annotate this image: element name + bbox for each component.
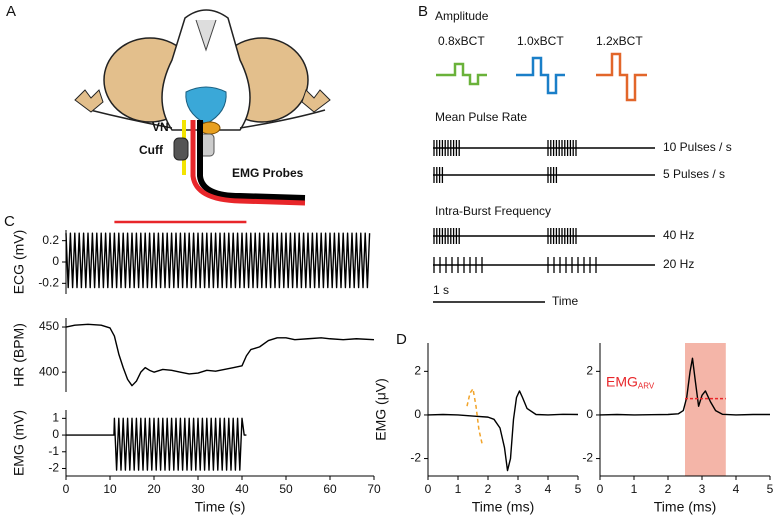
y-tick-label: 2 bbox=[586, 364, 593, 378]
heading: Mean Pulse Rate bbox=[435, 110, 527, 124]
x-tick-label: 5 bbox=[767, 482, 774, 496]
pulse-icon bbox=[596, 52, 647, 102]
y-tick-label: -1 bbox=[48, 444, 59, 458]
y-tick-label: -0.2 bbox=[38, 276, 59, 290]
y-tick-label: 0.2 bbox=[42, 233, 59, 247]
rate-label: 5 Pulses / s bbox=[663, 167, 725, 181]
freq-label: 20 Hz bbox=[663, 257, 694, 271]
x-tick-label: 2 bbox=[485, 482, 492, 496]
x-tick-label: 3 bbox=[515, 482, 522, 496]
x-axis-label: Time (ms) bbox=[472, 499, 534, 515]
data-line bbox=[599, 357, 770, 416]
x-tick-label: 0 bbox=[425, 482, 432, 496]
heading: Amplitude bbox=[435, 9, 489, 23]
y-tick-label: 2 bbox=[414, 364, 421, 378]
pulse-icon bbox=[516, 56, 565, 95]
x-tick-label: 5 bbox=[575, 482, 582, 496]
y-tick-label: 1 bbox=[52, 411, 59, 425]
x-tick-label: 40 bbox=[235, 482, 249, 496]
x-tick-label: 1 bbox=[455, 482, 462, 496]
panel-label: B bbox=[418, 3, 428, 20]
y-axis-label: HR (BPM) bbox=[11, 323, 27, 387]
y-axis-label: EMG (μV) bbox=[373, 378, 389, 441]
x-tick-label: 20 bbox=[147, 482, 161, 496]
x-axis-label: Time (s) bbox=[195, 499, 246, 515]
y-tick-label: -2 bbox=[582, 451, 593, 465]
label-probes: EMG Probes bbox=[232, 166, 304, 180]
panel-label: C bbox=[4, 213, 15, 230]
y-tick-label: 0 bbox=[586, 407, 593, 421]
scale-label: 1 s bbox=[433, 283, 449, 297]
y-tick-label: 0 bbox=[414, 407, 421, 421]
label-vn: VN bbox=[152, 120, 169, 134]
arv-label: EMGARV bbox=[606, 373, 655, 390]
data-line bbox=[65, 323, 375, 387]
time-label: Time bbox=[552, 294, 579, 308]
x-tick-label: 0 bbox=[63, 482, 70, 496]
x-tick-label: 0 bbox=[597, 482, 604, 496]
data-line bbox=[65, 232, 371, 289]
x-tick-label: 50 bbox=[279, 482, 293, 496]
amp-label: 0.8xBCT bbox=[438, 34, 485, 48]
x-tick-label: 1 bbox=[631, 482, 638, 496]
amp-label: 1.0xBCT bbox=[517, 34, 564, 48]
label-cuff: Cuff bbox=[139, 143, 164, 157]
x-tick-label: 70 bbox=[367, 482, 381, 496]
pulse-icon bbox=[436, 62, 487, 86]
x-tick-label: 3 bbox=[699, 482, 706, 496]
data-line bbox=[66, 417, 247, 471]
y-tick-label: -2 bbox=[410, 451, 421, 465]
x-tick-label: 30 bbox=[191, 482, 205, 496]
x-tick-label: 4 bbox=[733, 482, 740, 496]
pulse-trains bbox=[433, 140, 655, 273]
arv-label-sub: ARV bbox=[638, 382, 655, 391]
panel-label: D bbox=[396, 331, 407, 348]
x-tick-label: 4 bbox=[545, 482, 552, 496]
arv-label-main: EMG bbox=[606, 373, 638, 389]
y-tick-label: 450 bbox=[39, 319, 59, 333]
heading: Intra-Burst Frequency bbox=[435, 204, 551, 218]
y-axis-label: EMG (mV) bbox=[11, 410, 27, 476]
data-line bbox=[427, 390, 579, 472]
x-tick-label: 2 bbox=[665, 482, 672, 496]
amp-label: 1.2xBCT bbox=[596, 34, 643, 48]
y-tick-label: 400 bbox=[39, 364, 59, 378]
rate-label: 10 Pulses / s bbox=[663, 140, 732, 154]
panel-label: A bbox=[6, 3, 16, 20]
y-tick-label: 0 bbox=[52, 427, 59, 441]
x-tick-label: 10 bbox=[103, 482, 117, 496]
y-axis-label: ECG (mV) bbox=[11, 230, 27, 295]
x-axis-label: Time (ms) bbox=[654, 499, 716, 515]
y-tick-label: -2 bbox=[48, 461, 59, 475]
mouse-illustration bbox=[74, 9, 331, 206]
x-tick-label: 60 bbox=[323, 482, 337, 496]
y-tick-label: 0 bbox=[52, 254, 59, 268]
freq-label: 40 Hz bbox=[663, 228, 694, 242]
